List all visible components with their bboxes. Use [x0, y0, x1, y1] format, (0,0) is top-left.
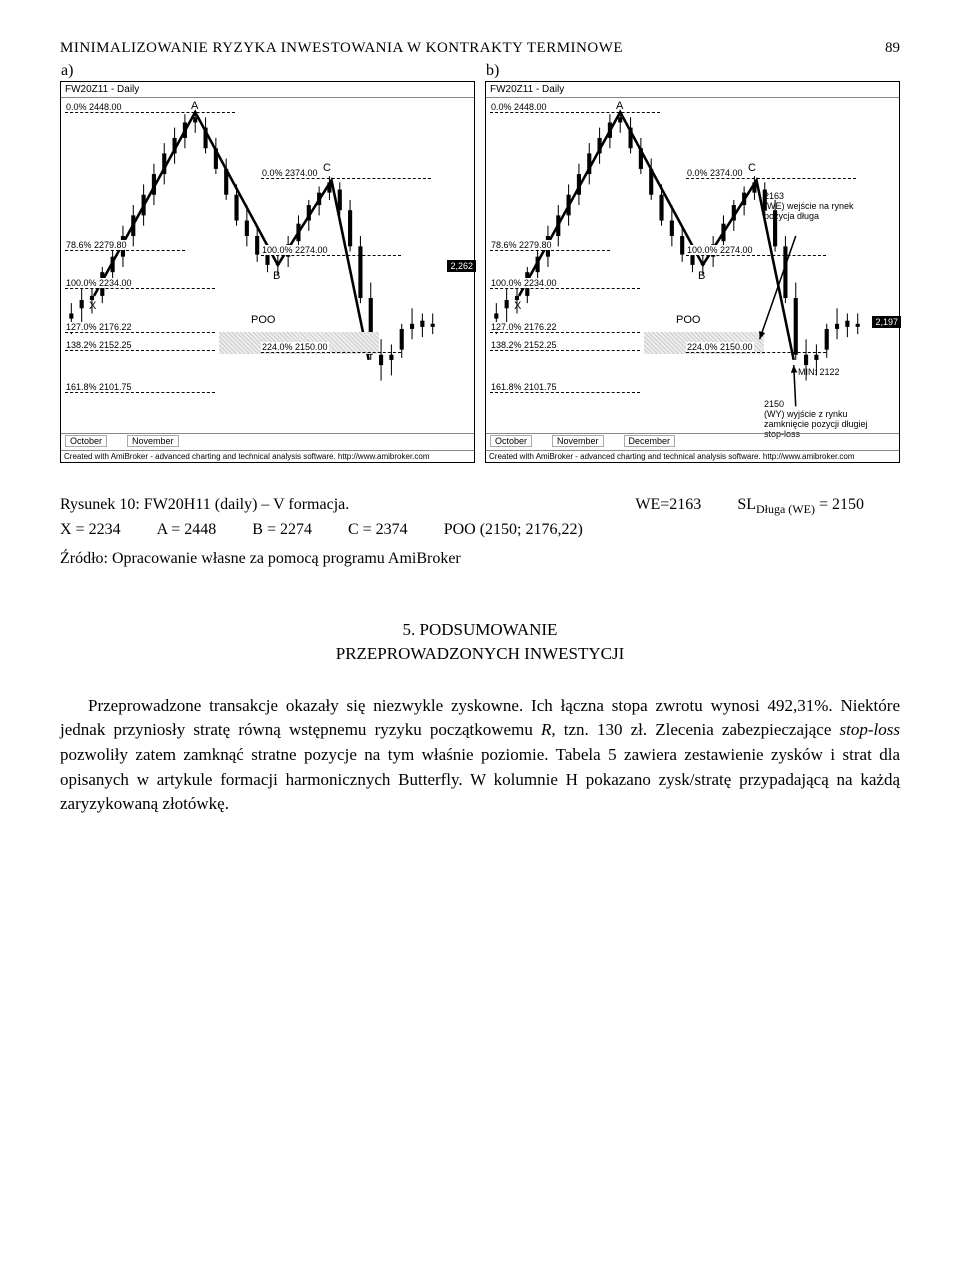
caption-a: A = 2448 — [157, 518, 217, 542]
charts-container: a) FW20Z11 - Daily 0.0% 2448.000.0% 2374… — [60, 81, 900, 463]
figure-caption: Rysunek 10: FW20H11 (daily) – V formacja… — [60, 493, 900, 542]
chart-a-label: a) — [61, 62, 73, 80]
caption-sl-post: = 2150 — [815, 496, 864, 513]
chart-b-xaxis: OctoberNovemberDecember — [486, 433, 899, 448]
chart-b-title: FW20Z11 - Daily — [486, 82, 899, 98]
chart-b-label: b) — [486, 62, 499, 80]
caption-sl-pre: SL — [737, 496, 756, 513]
caption-b: B = 2274 — [252, 518, 312, 542]
section-number: 5. PODSUMOWANIE — [60, 618, 900, 642]
chart-a: a) FW20Z11 - Daily 0.0% 2448.000.0% 2374… — [60, 81, 475, 463]
page-number: 89 — [885, 40, 900, 57]
page-header: MINIMALIZOWANIE RYZYKA INWESTOWANIA W KO… — [60, 40, 900, 57]
body-paragraph: Przeprowadzone transakcje okazały się ni… — [60, 694, 900, 817]
caption-sl-sub: Długa (WE) — [756, 502, 815, 516]
chart-a-credit: Created with AmiBroker - advanced charti… — [61, 450, 474, 462]
chart-a-body: 0.0% 2448.000.0% 2374.0078.6% 2279.80100… — [61, 100, 474, 434]
caption-x: X = 2234 — [60, 518, 121, 542]
caption-poo: POO (2150; 2176,22) — [444, 518, 583, 542]
running-title: MINIMALIZOWANIE RYZYKA INWESTOWANIA W KO… — [60, 40, 623, 57]
chart-b-credit: Created with AmiBroker - advanced charti… — [486, 450, 899, 462]
caption-we: WE=2163 — [635, 493, 701, 518]
chart-b: b) FW20Z11 - Daily 0.0% 2448.000.0% 2374… — [485, 81, 900, 463]
caption-sl: SLDługa (WE) = 2150 — [737, 493, 864, 518]
section-heading: 5. PODSUMOWANIE PRZEPROWADZONYCH INWESTY… — [60, 618, 900, 666]
figure-source: Źródło: Opracowanie własne za pomocą pro… — [60, 550, 900, 568]
caption-title: Rysunek 10: FW20H11 (daily) – V formacja… — [60, 493, 599, 518]
caption-c: C = 2374 — [348, 518, 408, 542]
chart-a-title: FW20Z11 - Daily — [61, 82, 474, 98]
chart-b-body: 0.0% 2448.000.0% 2374.0078.6% 2279.80100… — [486, 100, 899, 434]
section-title: PRZEPROWADZONYCH INWESTYCJI — [60, 642, 900, 666]
chart-a-xaxis: OctoberNovember — [61, 433, 474, 448]
